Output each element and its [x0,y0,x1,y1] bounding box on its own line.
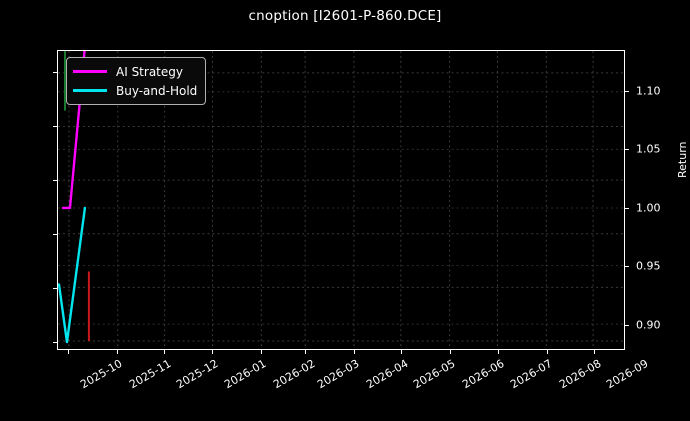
y-tickmark-left-72 [53,288,57,289]
y-tick-right-1-05: 1.05 [636,142,661,156]
y-tickmark-left-70 [53,342,57,343]
legend-swatch-ai-strategy [73,70,107,73]
y-tick-right-1-00: 1.00 [636,201,661,215]
y-axis-right-title: Return [676,141,689,178]
y-tickmark-right-0-95 [625,266,629,267]
series-line-buy-and-hold [58,206,87,344]
x-tick-label-11: 2026-09 [604,357,651,392]
chart-legend: AI Strategy Buy-and-Hold [66,57,207,105]
legend-item-buy-and-hold: Buy-and-Hold [73,81,197,100]
x-tick-label-6: 2026-04 [364,357,411,392]
y-tickmark-right-1-00 [625,208,629,209]
x-tick-label-9: 2026-07 [508,357,555,392]
x-tickmark-11 [594,350,595,354]
x-tickmark-3 [212,350,213,354]
x-tick-label-0: 2025-10 [78,357,125,392]
y-tick-right-1-10: 1.10 [636,84,661,98]
x-tick-label-3: 2026-01 [222,357,269,392]
x-tickmark-0 [68,350,69,354]
x-tickmark-1 [117,350,118,354]
x-tickmark-2 [164,350,165,354]
y-tickmark-right-0-90 [625,325,629,326]
x-tickmark-7 [401,350,402,354]
legend-swatch-buy-and-hold [73,89,107,92]
grid-layer [58,51,624,349]
legend-item-ai-strategy: AI Strategy [73,62,197,81]
legend-label-ai-strategy: AI Strategy [116,64,183,79]
y-tickmark-left-78 [53,126,57,127]
x-tick-label-2: 2025-12 [174,357,221,392]
x-tickmark-5 [305,350,306,354]
y-tick-right-0-95: 0.95 [636,259,661,273]
chart-title: cnoption [I2601-P-860.DCE] [248,8,442,24]
x-tickmark-6 [354,350,355,354]
x-tickmark-9 [498,350,499,354]
x-tick-label-10: 2026-08 [557,357,604,392]
x-tick-label-5: 2026-03 [315,357,362,392]
y-tick-right-0-90: 0.90 [636,318,661,332]
x-tickmark-10 [547,350,548,354]
x-tickmark-8 [450,350,451,354]
y-tickmark-left-80 [53,72,57,73]
y-tickmark-right-1-05 [625,149,629,150]
x-tick-label-7: 2026-05 [411,357,458,392]
x-tick-label-4: 2026-02 [271,357,318,392]
x-tick-label-8: 2026-06 [460,357,507,392]
plot-area: AI Strategy Buy-and-Hold [57,50,625,350]
y-tickmark-right-1-10 [625,91,629,92]
x-tickmark-4 [261,350,262,354]
x-tick-label-1: 2025-11 [127,357,174,392]
y-tickmark-left-74 [53,234,57,235]
y-tickmark-left-76 [53,180,57,181]
legend-label-buy-and-hold: Buy-and-Hold [116,83,198,98]
